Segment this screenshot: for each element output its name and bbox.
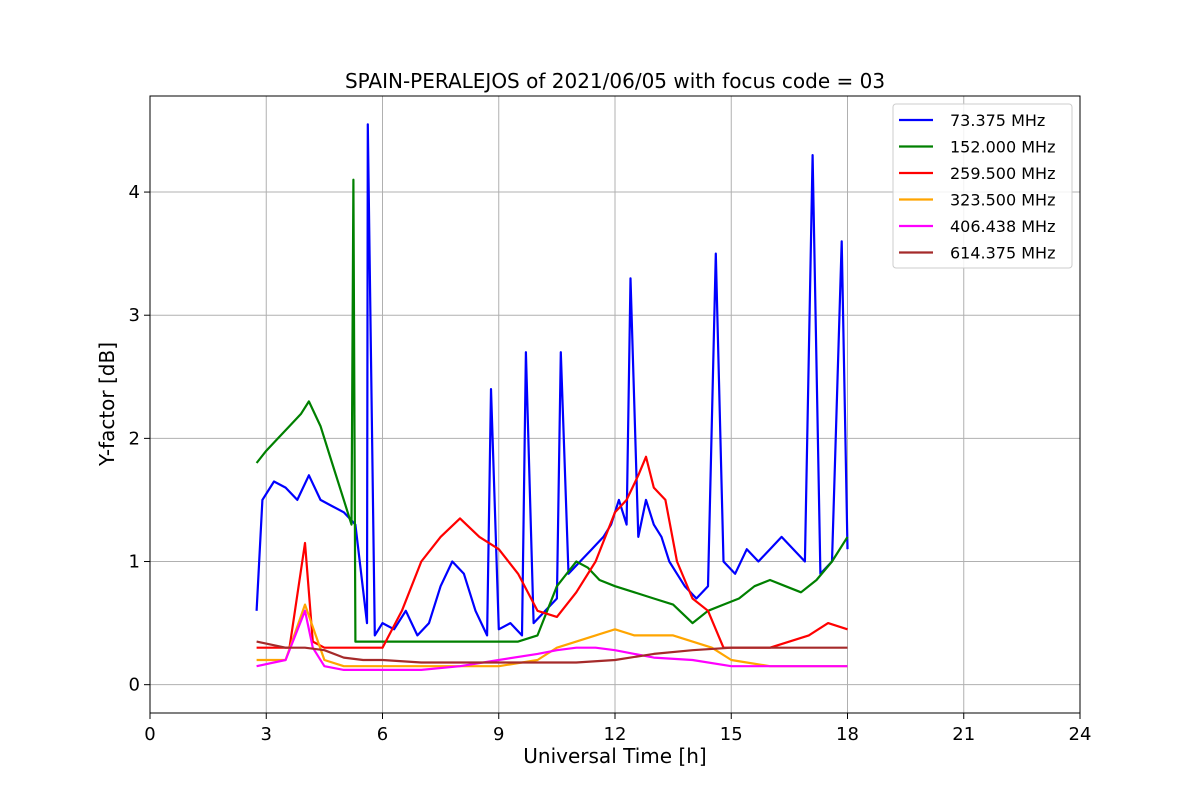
legend: 73.375 MHz 152.000 MHz 259.500 MHz 323.500 …: [892, 103, 1073, 269]
x-tick-label: 15: [720, 724, 743, 745]
series-line-5: [256, 609, 848, 672]
legend-label: 614.375 MHz: [950, 244, 1055, 263]
legend-label: 259.500 MHz: [950, 164, 1055, 183]
x-tick-label: 6: [377, 724, 388, 745]
y-tick-label: 4: [129, 182, 140, 203]
plot-area: [255, 123, 849, 672]
y-axis: 0 1 2 3 4: [129, 182, 150, 696]
x-axis-label: Universal Time [h]: [523, 744, 706, 768]
legend-label: 73.375 MHz: [950, 111, 1045, 130]
legend-label: 152.000 MHz: [950, 138, 1055, 157]
y-tick-label: 0: [129, 675, 140, 696]
y-axis-label: Y-factor [dB]: [95, 342, 119, 467]
y-tick-label: 2: [129, 428, 140, 449]
x-tick-label: 21: [952, 724, 975, 745]
y-tick-label: 1: [129, 552, 140, 573]
x-tick-label: 0: [144, 724, 155, 745]
x-tick-label: 18: [836, 724, 859, 745]
legend-box: [892, 103, 1073, 269]
series-line-2: [255, 178, 849, 643]
series-line-6: [256, 640, 848, 664]
series-line-1: [255, 123, 849, 637]
x-tick-label: 24: [1069, 724, 1092, 745]
x-tick-label: 3: [261, 724, 272, 745]
x-tick-label: 12: [604, 724, 627, 745]
x-tick-label: 9: [493, 724, 504, 745]
x-axis: 0 3 6 9 12 15 18 21 24: [144, 713, 1091, 745]
legend-label: 323.500 MHz: [950, 191, 1055, 210]
legend-label: 406.438 MHz: [950, 217, 1055, 236]
y-tick-label: 3: [129, 305, 140, 326]
chart-title: SPAIN-PERALEJOS of 2021/06/05 with focus…: [345, 69, 885, 93]
